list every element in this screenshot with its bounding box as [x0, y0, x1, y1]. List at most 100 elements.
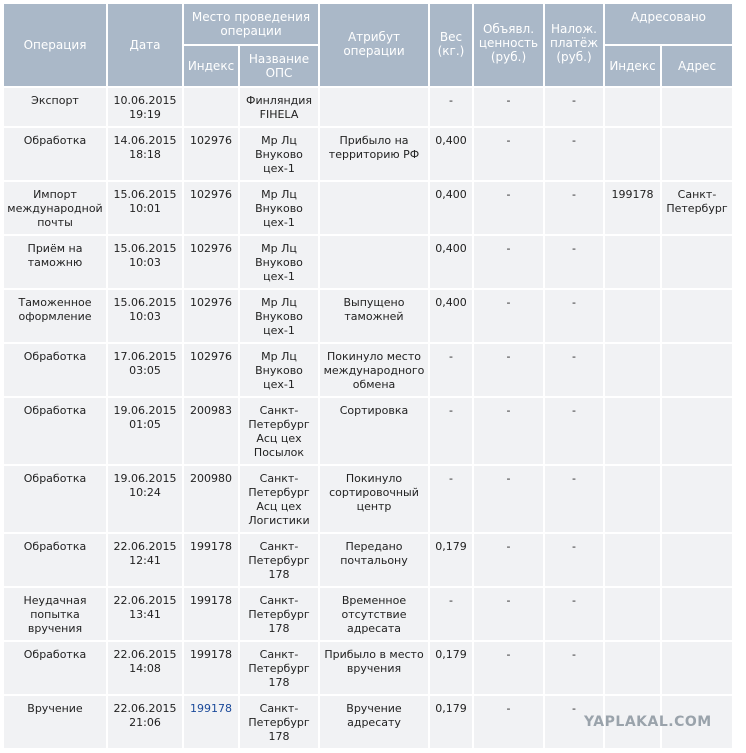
table-cell: 200983 [182, 396, 240, 466]
table-cell: Мр Лц Внуково цех-1 [238, 180, 320, 236]
table-cell: 0,179 [428, 640, 474, 696]
table-cell: - [543, 694, 605, 750]
table-cell [603, 126, 662, 182]
table-cell: 15.06.2015 10:01 [106, 180, 184, 236]
table-cell: - [543, 180, 605, 236]
table-cell [603, 86, 662, 128]
table-cell: Мр Лц Внуково цех-1 [238, 234, 320, 290]
table-cell: Неудачная попытка вручения [2, 586, 108, 642]
table-cell: Мр Лц Внуково цех-1 [238, 342, 320, 398]
table-row: Неудачная попытка вручения 22.06.2015 13:… [2, 586, 734, 642]
table-cell: - [472, 288, 545, 344]
header-cell: Индекс [603, 44, 662, 88]
table-cell: Прибыло на территорию РФ [318, 126, 430, 182]
table-cell: Санкт-Петербург 178 [238, 586, 320, 642]
table-cell: Сортировка [318, 396, 430, 466]
header-cell: Адрес [660, 44, 734, 88]
table-cell: 0,400 [428, 126, 474, 182]
table-cell: 0,400 [428, 234, 474, 290]
table-cell [603, 288, 662, 344]
table-row: Приём на таможню 15.06.2015 10:03 102976 Мр… [2, 234, 734, 290]
table-header: Операция Дата Место проведения операции … [2, 2, 734, 88]
header-cell: Адресовано [603, 2, 734, 46]
table-cell: - [472, 126, 545, 182]
table-cell: Таможенное оформление [2, 288, 108, 344]
table-row: Вручение 22.06.2015 21:06 199178 Санкт-Пете… [2, 694, 734, 750]
header-cell: Место проведения операции [182, 2, 320, 46]
table-body: Экспорт 10.06.2015 19:19 Финляндия FIHELA -… [2, 86, 734, 750]
table-cell [318, 180, 430, 236]
table-cell: - [428, 586, 474, 642]
table-cell [660, 586, 734, 642]
table-cell: Импорт международной почты [2, 180, 108, 236]
table-cell: Передано почтальону [318, 532, 430, 588]
table-cell: 102976 [182, 180, 240, 236]
table-cell: Вручение [2, 694, 108, 750]
tracking-table: Операция Дата Место проведения операции … [2, 2, 734, 750]
table-cell [603, 532, 662, 588]
table-cell [660, 234, 734, 290]
table-cell: 102976 [182, 288, 240, 344]
table-cell: Обработка [2, 532, 108, 588]
header-cell: Объявл. ценность (руб.) [472, 2, 545, 88]
table-cell: 102976 [182, 342, 240, 398]
table-cell [603, 464, 662, 534]
table-cell: Санкт-Петербург [660, 180, 734, 236]
table-cell: Санкт-Петербург Асц цех Логистики [238, 464, 320, 534]
table-cell: Покинуло место международного обмена [318, 342, 430, 398]
table-row: Обработка 19.06.2015 01:05 200983 Санкт-Пет… [2, 396, 734, 466]
table-cell [660, 86, 734, 128]
table-cell: - [472, 180, 545, 236]
table-cell [660, 694, 734, 750]
table-cell: - [472, 694, 545, 750]
table-cell [660, 126, 734, 182]
table-cell: Обработка [2, 342, 108, 398]
table-cell: - [472, 86, 545, 128]
table-cell: 0,179 [428, 694, 474, 750]
table-cell [660, 532, 734, 588]
table-cell: 22.06.2015 14:08 [106, 640, 184, 696]
table-cell: 17.06.2015 03:05 [106, 342, 184, 398]
table-row: Обработка 14.06.2015 18:18 102976 Мр Лц Вну… [2, 126, 734, 182]
table-cell: 19.06.2015 10:24 [106, 464, 184, 534]
table-cell [603, 342, 662, 398]
table-cell: 199178 [182, 640, 240, 696]
table-cell: 0,400 [428, 288, 474, 344]
table-cell: Мр Лц Внуково цех-1 [238, 126, 320, 182]
table-cell: Покинуло сортировочный центр [318, 464, 430, 534]
table-cell: - [472, 464, 545, 534]
table-cell: Обработка [2, 464, 108, 534]
table-cell [603, 396, 662, 466]
table-row: Обработка 22.06.2015 12:41 199178 Санкт-Пет… [2, 532, 734, 588]
table-cell: Обработка [2, 126, 108, 182]
table-cell: Временное отсутствие адресата [318, 586, 430, 642]
table-cell: Мр Лц Внуково цех-1 [238, 288, 320, 344]
table-cell: Финляндия FIHELA [238, 86, 320, 128]
table-cell: - [543, 86, 605, 128]
table-row: Экспорт 10.06.2015 19:19 Финляндия FIHELA -… [2, 86, 734, 128]
header-cell: Вес (кг.) [428, 2, 474, 88]
table-cell: - [543, 464, 605, 534]
table-cell [603, 234, 662, 290]
table-cell: 15.06.2015 10:03 [106, 234, 184, 290]
table-cell: 15.06.2015 10:03 [106, 288, 184, 344]
table-cell: 22.06.2015 13:41 [106, 586, 184, 642]
table-cell: 199178 [182, 586, 240, 642]
watermark: YAPLAKAL.COM [584, 714, 712, 730]
table-cell: Вручение адресату [318, 694, 430, 750]
header-cell: Атрибут операции [318, 2, 430, 88]
table-cell: - [543, 396, 605, 466]
table-cell [318, 86, 430, 128]
header-cell: Название ОПС [238, 44, 320, 88]
header-cell: Индекс [182, 44, 240, 88]
table-cell: 102976 [182, 126, 240, 182]
table-cell: Обработка [2, 396, 108, 466]
table-cell: Санкт-Петербург Асц цех Посылок [238, 396, 320, 466]
table-cell: - [428, 86, 474, 128]
table-cell: 102976 [182, 234, 240, 290]
table-cell: Санкт-Петербург 178 [238, 694, 320, 750]
table-cell: 0,400 [428, 180, 474, 236]
table-cell: Экспорт [2, 86, 108, 128]
table-cell[interactable]: 199178 [182, 694, 240, 750]
table-cell: 200980 [182, 464, 240, 534]
